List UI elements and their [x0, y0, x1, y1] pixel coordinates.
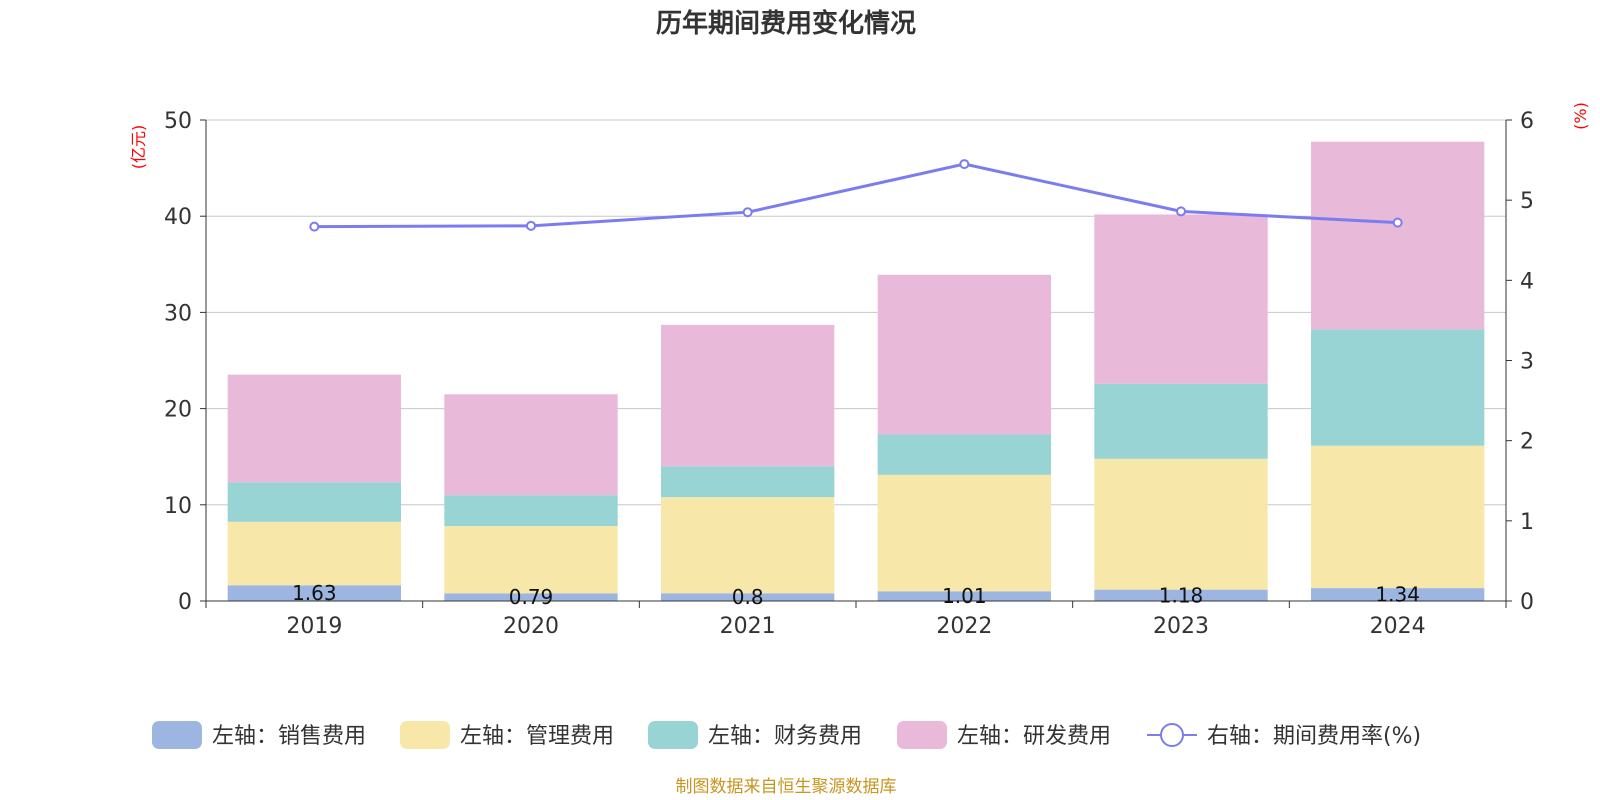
chart-title: 历年期间费用变化情况 — [656, 8, 916, 39]
y-right-tick-label: 4 — [1520, 269, 1534, 294]
y-left-tick-label: 50 — [164, 109, 192, 134]
bar-segment — [1311, 141, 1485, 330]
y-left-tick-label: 20 — [164, 398, 192, 423]
data-label: 0.79 — [509, 585, 554, 609]
data-label: 1.18 — [1159, 583, 1204, 607]
y-right-tick-label: 1 — [1520, 510, 1534, 535]
bar-segment — [877, 591, 1051, 601]
legend-swatch — [648, 721, 698, 749]
rate-line — [309, 159, 1403, 232]
bar-segment — [444, 526, 618, 594]
bar-segment — [444, 394, 618, 496]
bar-segment — [661, 593, 835, 601]
data-labels: 1.63 0.79 0.8 1.01 1.18 1.34 — [292, 581, 1420, 609]
legend-swatch — [400, 721, 450, 749]
rate-point — [309, 221, 320, 232]
x-tick-label: 2022 — [936, 614, 992, 639]
axes: 0 10 20 30 40 50 0 1 2 3 4 5 6 (亿元) (%) 2019 2020 2021 202… — [129, 102, 1590, 639]
rate-line-path — [314, 162, 1398, 229]
bar-segment — [1094, 214, 1268, 384]
data-label: 1.01 — [942, 584, 987, 608]
bars — [227, 141, 1485, 601]
legend-label: 右轴：期间费用率(%) — [1207, 724, 1421, 749]
bar-segment — [1311, 445, 1485, 589]
legend-label: 左轴：管理费用 — [460, 724, 614, 749]
bar-segment — [877, 274, 1051, 435]
legend-label: 左轴：财务费用 — [708, 724, 862, 749]
bar-segment — [444, 495, 618, 527]
bar-segment — [1094, 383, 1268, 459]
y-left-axis-label: (亿元) — [129, 125, 148, 170]
x-tick-label: 2021 — [720, 614, 776, 639]
y-right-tick-label: 3 — [1520, 350, 1534, 375]
legend-swatch — [897, 721, 947, 749]
x-tick-label: 2023 — [1153, 614, 1209, 639]
legend: 左轴：销售费用 左轴：管理费用 左轴：财务费用 左轴：研发费用 右轴：期间费用率(%) — [152, 721, 1421, 749]
x-tick-label: 2020 — [503, 614, 559, 639]
bar-segment — [661, 497, 835, 594]
bar-segment — [661, 466, 835, 498]
bar-segment — [877, 434, 1051, 475]
bar-segment — [227, 482, 401, 522]
rate-point — [1392, 217, 1403, 228]
rate-point — [742, 207, 753, 218]
bar-segment — [444, 593, 618, 601]
legend-label: 左轴：研发费用 — [957, 724, 1111, 749]
data-label: 1.34 — [1375, 583, 1420, 607]
y-right-axis-label: (%) — [1571, 102, 1590, 130]
bar-segment — [227, 374, 401, 483]
rate-point — [959, 159, 970, 170]
bar-segment — [227, 521, 401, 586]
bar-segment — [227, 585, 401, 601]
bar-segment — [1094, 589, 1268, 601]
bar-segment — [1311, 588, 1485, 601]
y-left-tick-label: 0 — [178, 590, 192, 615]
y-left-tick-label: 10 — [164, 494, 192, 519]
data-label: 0.8 — [732, 585, 764, 609]
rate-point — [526, 220, 536, 231]
y-left-tick-label: 30 — [164, 301, 192, 326]
y-right-tick-label: 6 — [1520, 109, 1534, 134]
legend-swatch-marker — [1160, 723, 1184, 747]
x-tick-label: 2019 — [286, 614, 342, 639]
y-right-tick-label: 0 — [1520, 590, 1534, 615]
rate-point — [1176, 206, 1186, 217]
bar-segment — [1311, 329, 1485, 446]
source-note: 制图数据来自恒生聚源数据库 — [676, 777, 897, 797]
bar-segment — [1094, 458, 1268, 590]
y-right-tick-label: 5 — [1520, 189, 1534, 214]
bar-segment — [877, 474, 1051, 592]
y-right-tick-label: 2 — [1520, 430, 1534, 455]
legend-label: 左轴：销售费用 — [212, 724, 366, 749]
bar-segment — [661, 324, 835, 467]
legend-swatch — [152, 721, 202, 749]
y-left-tick-label: 40 — [164, 205, 192, 230]
data-label: 1.63 — [292, 581, 337, 605]
x-tick-label: 2024 — [1370, 614, 1426, 639]
